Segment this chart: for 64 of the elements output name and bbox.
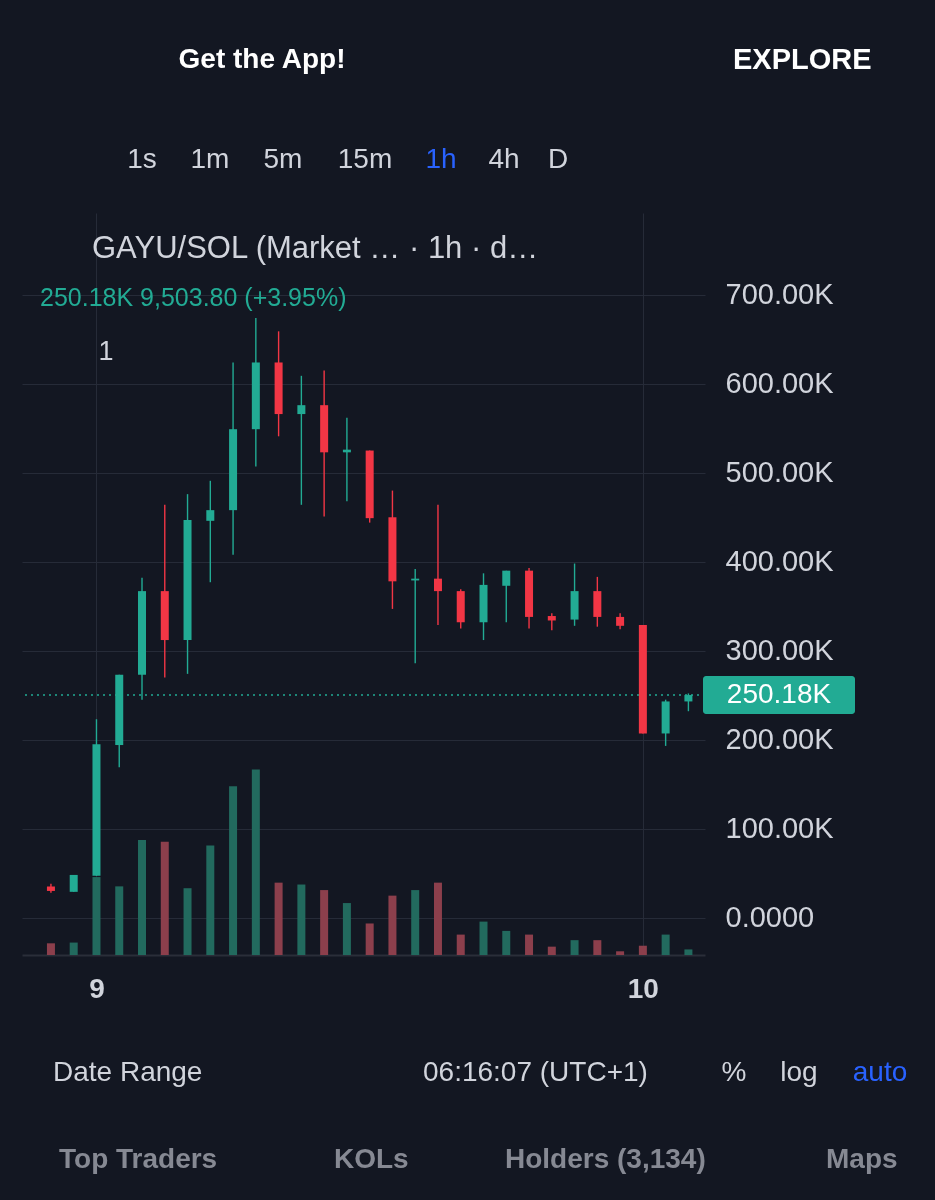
text: Maps	[826, 1143, 898, 1174]
bar	[160, 841, 169, 955]
text: 1m	[190, 143, 230, 174]
text: 15m	[337, 143, 393, 174]
y-tick-label: 100.00K	[725, 812, 835, 845]
y-tick-label: 700.00K	[725, 278, 835, 311]
text: Get the App!	[178, 43, 346, 74]
bar	[433, 882, 442, 955]
y-tick-label: 200.00K	[725, 723, 835, 756]
annotation: 1	[98, 336, 114, 366]
bar	[661, 934, 670, 955]
bar	[570, 940, 579, 955]
candlestick	[433, 504, 442, 626]
text: %	[721, 1056, 747, 1087]
bar	[206, 845, 215, 955]
text: Date Range	[53, 1056, 203, 1087]
bar	[69, 942, 78, 955]
bar	[684, 949, 693, 955]
y-tick-label: 400.00K	[725, 545, 835, 578]
text: GAYU/SOL (Market … · 1h · d…	[92, 230, 539, 265]
bar	[138, 839, 147, 955]
bar	[547, 946, 556, 955]
text: 250.18K 9,503.80 (+3.95%)	[40, 283, 347, 311]
bar	[593, 940, 602, 955]
bar	[365, 923, 374, 955]
y-tick-label: 600.00K	[725, 367, 835, 400]
candlestick	[297, 375, 306, 506]
bar	[388, 895, 397, 955]
bar	[616, 951, 625, 955]
text: 1h	[425, 143, 457, 174]
bar	[320, 890, 329, 955]
x-tick-label: 10	[627, 972, 659, 1004]
y-tick-label: 0.0000	[725, 901, 815, 934]
bar	[456, 934, 465, 955]
bar	[479, 921, 488, 955]
text: KOLs	[334, 1143, 409, 1174]
bar	[115, 886, 124, 955]
bar	[638, 945, 647, 955]
text: Top Traders	[59, 1143, 218, 1174]
bar	[183, 888, 192, 955]
candlestick	[206, 480, 215, 583]
text: D	[547, 143, 569, 174]
bar	[297, 884, 306, 955]
y-tick-label: 300.00K	[725, 634, 835, 667]
bar	[229, 786, 238, 955]
text: 4h	[488, 143, 520, 174]
ref-line-label: 250.18K	[726, 678, 832, 710]
text: 06:16:07 (UTC+1)	[423, 1056, 648, 1087]
bar	[251, 769, 260, 955]
bar	[46, 943, 55, 955]
text: Holders (3,134)	[505, 1143, 706, 1174]
bar	[525, 934, 534, 955]
text: EXPLORE	[733, 43, 872, 75]
candlestick	[502, 569, 511, 623]
bar	[274, 882, 283, 955]
x-tick-label: 9	[89, 972, 105, 1004]
text: 5m	[263, 143, 303, 174]
y-tick-label: 500.00K	[725, 456, 835, 489]
bar	[342, 903, 351, 955]
text: log	[780, 1056, 818, 1087]
text: 1s	[127, 143, 157, 174]
bar	[502, 930, 511, 955]
bar	[411, 890, 420, 955]
text: auto	[852, 1056, 908, 1087]
